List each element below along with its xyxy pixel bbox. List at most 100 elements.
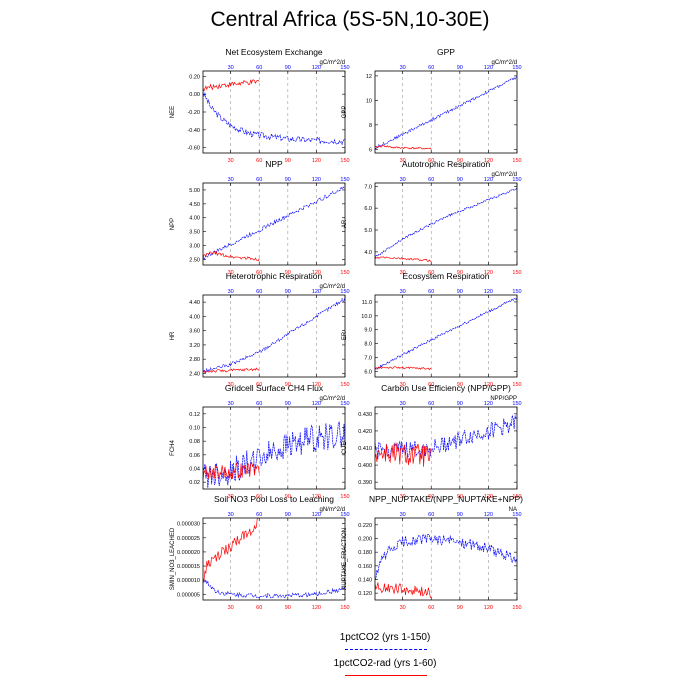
top-tick-label: 60 [428, 177, 434, 183]
y-tick-label: 0.400 [358, 463, 372, 469]
top-tick-label: 120 [484, 289, 493, 295]
y-tick-label: 7.0 [364, 356, 372, 362]
bottom-tick-label: 90 [285, 270, 291, 276]
bottom-tick-label: 90 [285, 605, 291, 611]
y-tick-label: 12 [366, 74, 372, 80]
bottom-tick-label: 30 [400, 270, 406, 276]
chart-panel-nee: Net Ecosystem Exchange gC/m^2/d 30 60 90 120 1… [170, 47, 350, 164]
series-line-1pctco2-rad [202, 517, 260, 584]
top-tick-label: 60 [428, 65, 434, 71]
top-tick-label: 30 [400, 177, 406, 183]
top-tick-label: 60 [428, 512, 434, 518]
chart-panel-fch4: Gridcell Surface CH4 Flux gC/m^2/d 30 60 90 1… [170, 383, 350, 500]
y-tick-label: 0.08 [189, 439, 200, 445]
top-tick-label: 90 [285, 401, 291, 407]
top-tick-label: 120 [484, 401, 493, 407]
top-tick-label: 150 [340, 289, 349, 295]
chart-title: Autotrophic Respiration [402, 159, 491, 169]
top-tick-label: 90 [457, 512, 463, 518]
series-line-1pctco2 [374, 533, 518, 581]
y-tick-label: -0.40 [187, 128, 200, 134]
series-line-1pctco2 [202, 186, 346, 261]
bottom-tick-label: 90 [285, 158, 291, 164]
top-tick-label: 60 [256, 65, 262, 71]
top-tick-label: 150 [512, 401, 521, 407]
top-tick-label: 150 [512, 289, 521, 295]
chart-units: gC/m^2/d [492, 60, 518, 66]
y-tick-label: -0.60 [187, 146, 200, 152]
top-tick-label: 120 [484, 177, 493, 183]
y-tick-label: 0.000005 [177, 592, 200, 598]
plot-frame [374, 294, 518, 378]
bottom-tick-label: 120 [312, 270, 321, 276]
legend-label-1pctco2: 1pctCO2 (yrs 1-150) [339, 632, 431, 643]
top-tick-label: 90 [457, 289, 463, 295]
bottom-tick-label: 120 [484, 494, 493, 500]
y-tick-label: 2.50 [189, 257, 200, 263]
y-tick-label: 11.0 [362, 300, 372, 306]
y-tick-label: 3.50 [189, 230, 200, 236]
y-tick-label: 0.140 [358, 578, 372, 584]
y-tick-label: 3.00 [189, 244, 200, 250]
y-tick-label: 0.000010 [177, 578, 200, 584]
bottom-tick-label: 30 [400, 494, 406, 500]
top-tick-label: 90 [285, 177, 291, 183]
top-tick-label: 60 [428, 401, 434, 407]
y-tick-label: 0.410 [358, 446, 372, 452]
top-tick-label: 120 [312, 512, 321, 518]
bottom-tick-label: 60 [428, 158, 434, 164]
bottom-tick-label: 60 [256, 158, 262, 164]
series-line-1pctco2-rad [202, 250, 260, 262]
bottom-tick-label: 30 [400, 158, 406, 164]
top-tick-label: 120 [484, 65, 493, 71]
plot-frame [374, 182, 518, 266]
bottom-tick-label: 150 [340, 605, 349, 611]
y-tick-label: 0.420 [358, 429, 372, 435]
chart-panel-gpp: GPP gC/m^2/d 30 60 90 120 150 30 60 90 120 150 12 10 8… [342, 47, 522, 164]
chart-title: Carbon Use Efficiency (NPP/GPP) [381, 383, 511, 393]
chart-title: NPP_NUPTAKE/(NPP_NUPTAKE+NPP) [369, 494, 523, 504]
y-tick-label: 0.430 [358, 412, 372, 418]
bottom-tick-label: 150 [340, 158, 349, 164]
y-tick-label: 0.02 [189, 480, 200, 486]
series-line-1pctco2 [202, 421, 346, 488]
bottom-tick-label: 30 [228, 382, 234, 388]
top-tick-label: 90 [457, 401, 463, 407]
chart-panel-nuptake-fraction: NPP_NUPTAKE/(NPP_NUPTAKE+NPP) NA 30 60 90 120… [342, 494, 523, 611]
y-tick-label: 5.0 [364, 228, 372, 234]
chart-title: Heterotrophic Respiration [226, 271, 323, 281]
chart-panel-npp: NPP 30 60 90 120 150 30 60 90 120 150 5.00 4.50 4.00 3… [170, 159, 350, 276]
chart-title: NPP [265, 159, 283, 169]
legend: 1pctCO2 (yrs 1-150) 1pctCO2-rad (yrs 1-6… [300, 632, 470, 680]
y-tick-label: 2.40 [189, 371, 200, 377]
y-axis-label: GPP [342, 106, 348, 119]
bottom-tick-label: 60 [428, 494, 434, 500]
bottom-tick-label: 120 [312, 494, 321, 500]
y-tick-label: 2.80 [189, 357, 200, 363]
y-axis-label: HR [170, 331, 176, 340]
y-tick-label: -0.20 [187, 110, 200, 116]
bottom-tick-label: 90 [285, 382, 291, 388]
plot-frame [374, 517, 518, 601]
y-tick-label: 0.06 [189, 453, 200, 459]
y-tick-label: 9.0 [364, 328, 372, 334]
series-line-1pctco2 [374, 415, 518, 460]
bottom-tick-label: 60 [428, 270, 434, 276]
y-tick-label: 0.000030 [177, 522, 200, 528]
top-tick-label: 120 [312, 289, 321, 295]
y-tick-label: 4.0 [364, 250, 372, 256]
y-axis-label: NPP [170, 218, 176, 230]
y-tick-label: 0.120 [358, 591, 372, 597]
series-line-1pctco2 [202, 91, 346, 146]
y-tick-label: 0.20 [189, 74, 200, 80]
bottom-tick-label: 120 [484, 605, 493, 611]
top-tick-label: 30 [400, 289, 406, 295]
y-tick-label: 0.00 [189, 92, 200, 98]
top-tick-label: 60 [256, 401, 262, 407]
series-line-1pctco2 [202, 579, 346, 600]
chart-units: gC/m^2/d [492, 172, 518, 178]
bottom-tick-label: 150 [512, 270, 521, 276]
bottom-tick-label: 120 [484, 158, 493, 164]
top-tick-label: 30 [400, 401, 406, 407]
y-axis-label: SMIN_NO3_LEACHED [170, 527, 176, 590]
